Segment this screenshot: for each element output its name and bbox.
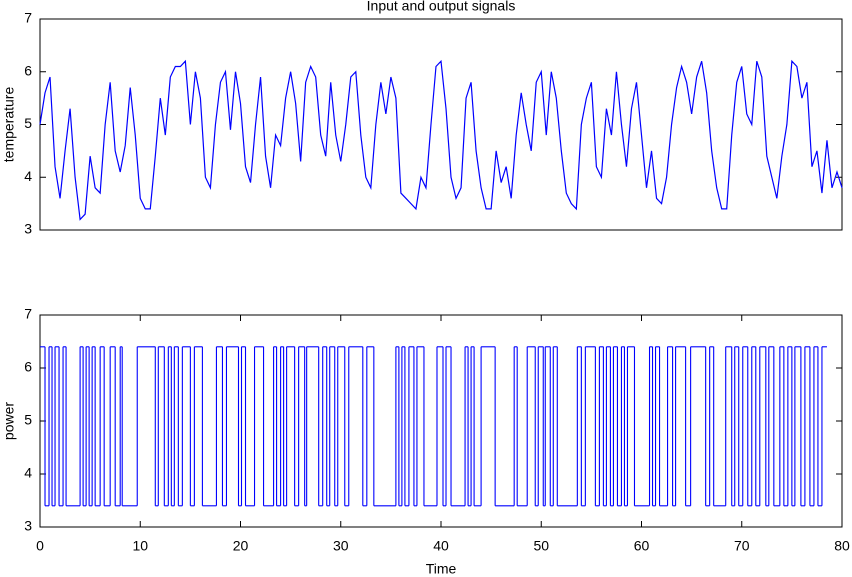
x-tick-label: 80	[834, 538, 850, 554]
y-tick-label: 7	[24, 10, 32, 26]
x-tick-label: 30	[333, 538, 349, 554]
x-tick-label: 40	[433, 538, 449, 554]
y-tick-label: 7	[24, 306, 32, 322]
chart-title: Input and output signals	[367, 0, 516, 14]
x-tick-label: 60	[634, 538, 650, 554]
x-tick-label: 50	[533, 538, 549, 554]
x-axis-label: Time	[426, 561, 457, 577]
y-tick-label: 6	[24, 62, 32, 78]
x-tick-label: 10	[132, 538, 148, 554]
y-tick-label: 5	[24, 412, 32, 428]
y-axis-label: power	[1, 402, 17, 440]
y-tick-label: 4	[24, 465, 32, 481]
data-line	[39, 59, 843, 221]
y-tick-label: 3	[24, 221, 32, 237]
y-tick-label: 4	[24, 168, 32, 184]
y-axis-label: temperature	[1, 87, 17, 163]
y-tick-label: 6	[24, 359, 32, 375]
x-tick-label: 20	[233, 538, 249, 554]
x-tick-label: 0	[36, 538, 44, 554]
y-tick-label: 5	[24, 115, 32, 131]
x-tick-label: 70	[734, 538, 750, 554]
y-tick-label: 3	[24, 518, 32, 534]
